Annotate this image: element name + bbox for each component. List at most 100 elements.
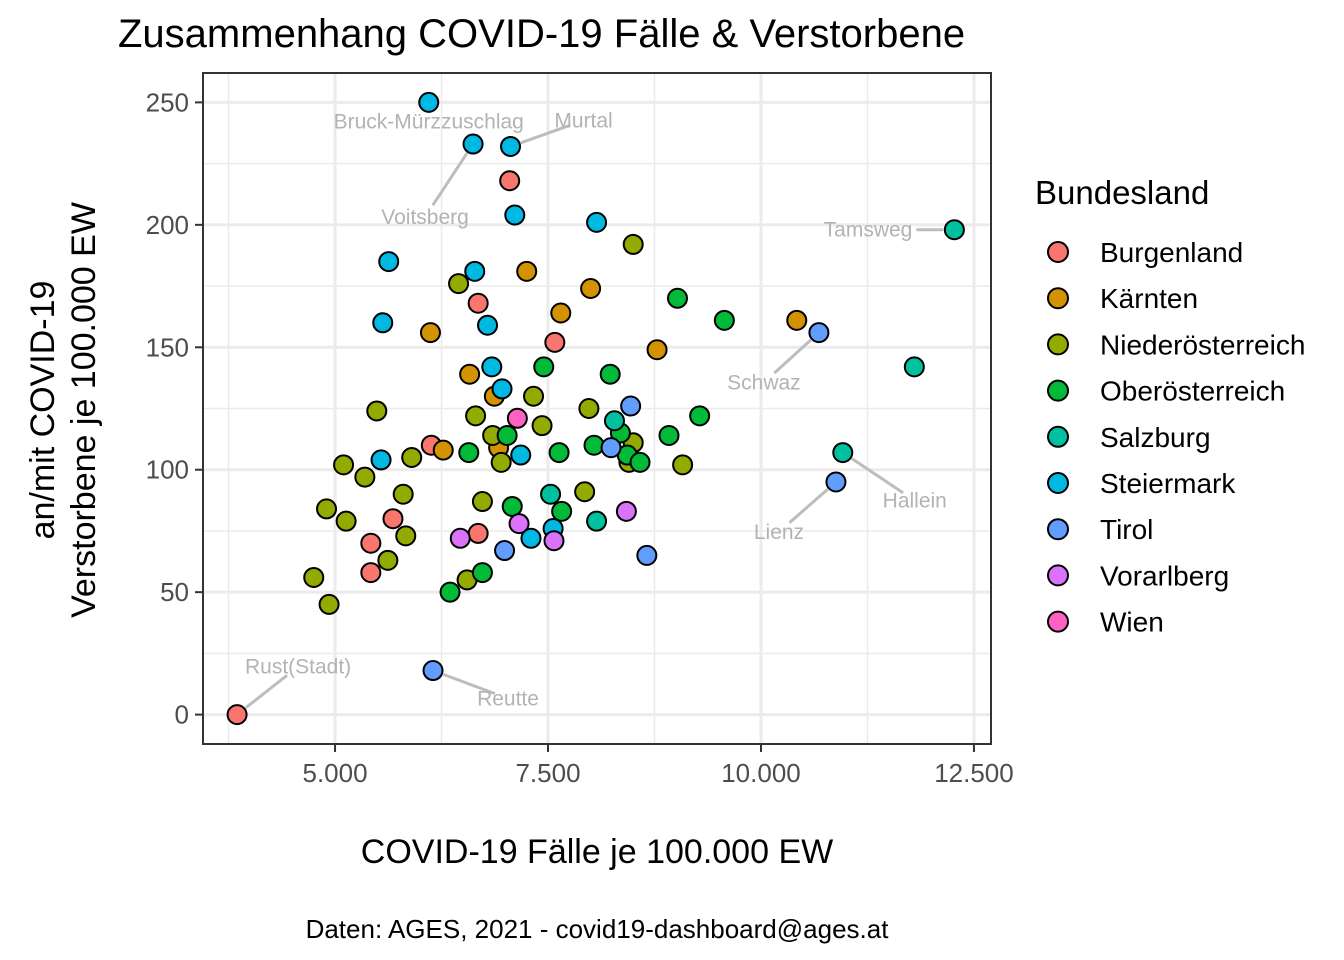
point-salzburg	[603, 410, 625, 432]
point-niederösterreich	[672, 454, 694, 476]
annotation-label: Murtal	[554, 109, 612, 132]
point-salzburg	[903, 356, 925, 378]
annotation-leader	[788, 488, 829, 524]
point-vorarlberg	[449, 527, 471, 549]
chart-title: Zusammenhang COVID-19 Fälle & Verstorben…	[118, 12, 965, 56]
point-niederösterreich	[471, 491, 493, 513]
annotation-label: Tamsweg	[824, 219, 913, 242]
point-steiermark	[491, 378, 513, 400]
point-oberösterreich	[533, 356, 555, 378]
point-niederösterreich	[395, 525, 417, 547]
point-vorarlberg	[615, 500, 637, 522]
legend-key	[1047, 564, 1069, 587]
point-oberösterreich	[439, 581, 461, 603]
point-vorarlberg	[508, 513, 530, 535]
point-burgenland	[499, 170, 521, 192]
point-oberösterreich	[496, 424, 518, 446]
point-burgenland	[467, 522, 489, 544]
point-burgenland	[467, 292, 489, 314]
point-burgenland	[226, 704, 248, 726]
legend: Burgenland Kärnten Niederösterreich Oberöst…	[1047, 237, 1305, 638]
legend-label: Wien	[1100, 607, 1164, 638]
annotation-leader	[520, 123, 571, 145]
annotation-leader	[442, 672, 496, 696]
legend-label: Kärnten	[1100, 283, 1198, 314]
point-kärnten	[786, 309, 808, 331]
point-kärnten	[550, 302, 572, 324]
legend-title: Bundesland	[1035, 174, 1209, 211]
point-niederösterreich	[622, 233, 644, 255]
point-kärnten	[646, 339, 668, 361]
y-axis-label-line-1: an/mit COVID-19	[24, 281, 62, 540]
point-niederösterreich	[490, 451, 512, 473]
point-steiermark	[418, 91, 440, 113]
y-axis: 0 50 100 150 200 250	[146, 87, 203, 730]
point-kärnten	[459, 363, 481, 385]
legend-key	[1047, 241, 1069, 263]
legend-key	[1047, 425, 1069, 448]
point-tirol	[620, 395, 642, 417]
y-tick-label: 250	[146, 87, 189, 117]
point-tirol	[600, 437, 622, 459]
point-oberösterreich	[458, 442, 480, 464]
point-kärnten	[419, 322, 441, 344]
legend-key	[1047, 472, 1069, 494]
point-salzburg	[540, 483, 562, 505]
legend-label: Tirol	[1100, 514, 1153, 545]
point-steiermark	[500, 135, 522, 157]
legend-label: Oberösterreich	[1100, 376, 1285, 407]
y-tick-label: 100	[146, 455, 189, 485]
x-axis-label: COVID-19 Fälle je 100.000 EW	[361, 833, 833, 871]
point-steiermark	[504, 204, 526, 226]
y-tick-label: 0	[175, 700, 189, 730]
y-tick-label: 50	[160, 577, 189, 607]
point-steiermark	[520, 527, 542, 549]
point-burgenland	[360, 562, 382, 584]
point-steiermark	[464, 260, 486, 282]
point-oberösterreich	[548, 442, 570, 464]
point-niederösterreich	[578, 398, 600, 419]
point-tirol	[825, 471, 847, 493]
point-kärnten	[580, 278, 602, 300]
point-steiermark	[370, 449, 392, 471]
annotation-leaders	[244, 123, 944, 709]
legend-key	[1047, 287, 1069, 310]
point-steiermark	[372, 312, 394, 334]
annotation-leader	[773, 338, 812, 375]
point-oberösterreich	[689, 405, 711, 427]
point-steiermark	[477, 314, 499, 336]
point-steiermark	[462, 133, 484, 155]
point-oberösterreich	[599, 363, 621, 385]
point-niederösterreich	[316, 498, 338, 520]
point-niederösterreich	[366, 400, 388, 422]
point-oberösterreich	[629, 451, 651, 473]
x-tick-label: 10.000	[721, 758, 801, 788]
annotation-label: Bruck-Mürzzuschlag	[334, 110, 524, 133]
legend-key	[1047, 333, 1069, 356]
point-niederösterreich	[448, 273, 470, 295]
point-tirol	[808, 322, 830, 344]
point-niederösterreich	[531, 415, 553, 437]
point-salzburg	[586, 510, 608, 532]
point-niederösterreich	[318, 593, 340, 615]
legend-key	[1047, 379, 1069, 402]
y-axis-label-line-2: Verstorbene je 100.000 EW	[65, 202, 103, 618]
point-kärnten	[516, 260, 538, 282]
point-burgenland	[360, 532, 382, 554]
point-niederösterreich	[333, 454, 355, 476]
point-niederösterreich	[523, 385, 545, 407]
x-axis: 5.000 7.500 10.000 12.500	[303, 744, 1014, 788]
point-niederösterreich	[392, 483, 414, 505]
annotation-label: Lienz	[754, 521, 804, 544]
point-oberösterreich	[551, 500, 573, 522]
annotation-leader	[851, 457, 904, 495]
annotation-label: Reutte	[477, 688, 539, 711]
y-tick-label: 150	[146, 332, 189, 362]
legend-label: Burgenland	[1100, 237, 1243, 268]
annotation-label: Rust(Stadt)	[245, 656, 351, 679]
point-salzburg	[943, 219, 965, 241]
point-niederösterreich	[335, 510, 357, 532]
point-wien	[506, 407, 528, 429]
point-oberösterreich	[658, 424, 680, 446]
x-tick-label: 7.500	[515, 758, 580, 788]
